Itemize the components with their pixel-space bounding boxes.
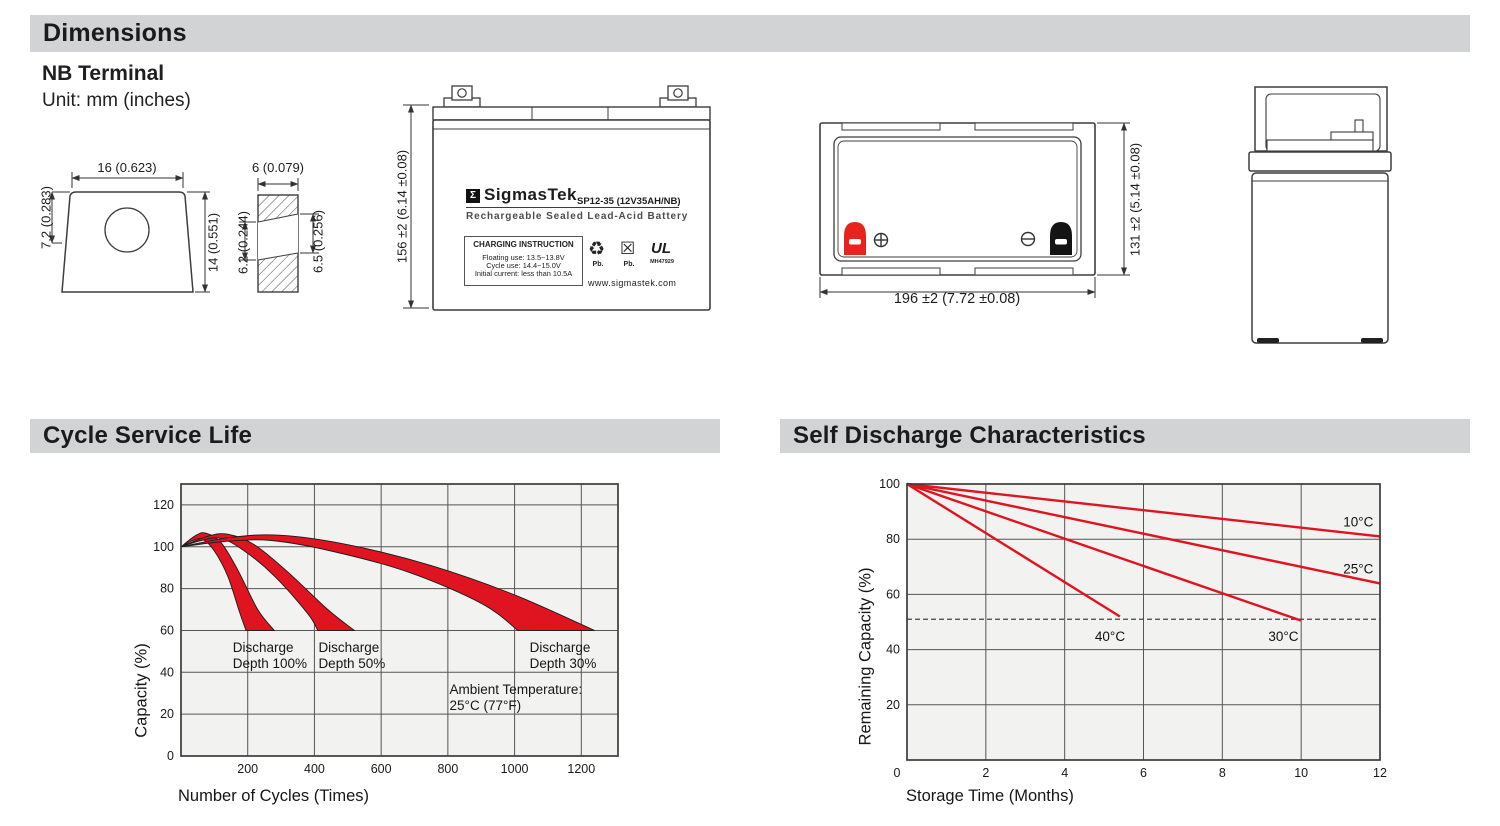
svg-text:40: 40 (886, 643, 900, 657)
svg-text:20: 20 (886, 698, 900, 712)
svg-text:8: 8 (1219, 766, 1226, 780)
svg-text:100: 100 (153, 540, 174, 554)
svg-text:0: 0 (894, 766, 901, 780)
svg-text:30°C: 30°C (1268, 629, 1298, 644)
cycle-ylabel: Capacity (%) (132, 643, 151, 738)
recycle-pb-icon: ♻ (588, 239, 606, 260)
section-header-self-discharge: Self Discharge Characteristics (780, 419, 1470, 453)
nb-terminal-heading: NB Terminal (42, 62, 165, 85)
svg-text:600: 600 (371, 762, 392, 776)
svg-text:Discharge: Discharge (530, 640, 591, 655)
charging-line-3: Initial current: less than 10.5A (474, 268, 573, 278)
model-number: SP12-35 (12V35AH/NB) (577, 196, 681, 207)
positive-mark-icon (873, 232, 889, 248)
svg-text:12: 12 (1373, 766, 1387, 780)
section-header-dimensions: Dimensions (30, 15, 1470, 52)
svg-text:60: 60 (886, 587, 900, 601)
section-header-cycle-life: Cycle Service Life (30, 419, 720, 453)
svg-text:0: 0 (167, 749, 174, 763)
svg-text:40: 40 (160, 665, 174, 679)
negative-terminal (1050, 222, 1072, 255)
svg-text:Depth 50%: Depth 50% (318, 656, 385, 671)
self-discharge-title: Self Discharge Characteristics (793, 422, 1146, 449)
svg-text:10: 10 (1294, 766, 1308, 780)
terminal-side-inner-dim: 6.2 (0.244) (235, 211, 251, 274)
svg-text:Discharge: Discharge (318, 640, 379, 655)
terminal-hole (104, 207, 150, 253)
pb-bin-label: Pb. (623, 261, 635, 268)
brand-name: SigmasTek (484, 185, 578, 204)
svg-text:Depth 100%: Depth 100% (233, 656, 307, 671)
svg-text:100: 100 (879, 477, 900, 491)
crossed-bin-pb-icon: ☒ (620, 239, 636, 258)
svg-text:1000: 1000 (501, 762, 529, 776)
charging-line-2: Cycle use: 14.4~15.0V (486, 260, 561, 270)
battery-depth-dim: 131 ±2 (5.14 ±0.08) (1127, 142, 1143, 257)
dimensions-title: Dimensions (43, 19, 187, 47)
svg-text:Discharge: Discharge (233, 640, 294, 655)
charging-title: CHARGING INSTRUCTION (473, 240, 574, 249)
terminal-side-drawing (239, 178, 319, 293)
positive-terminal (844, 222, 866, 255)
svg-text:25°C: 25°C (1343, 562, 1373, 577)
sigma-logo: Σ (466, 189, 480, 203)
cycle-xlabel: Number of Cycles (Times) (178, 787, 369, 805)
svg-text:1200: 1200 (567, 762, 595, 776)
self-discharge-chart: 10°C 25°C 30°C 40°C 20 40 60 80 100 0 2 4 6 8 10 12 (879, 477, 1387, 780)
svg-text:120: 120 (153, 498, 174, 512)
svg-text:400: 400 (304, 762, 325, 776)
svg-text:2: 2 (982, 766, 989, 780)
terminal-height-dim: 14 (0.551) (205, 212, 221, 273)
unit-note: Unit: mm (inches) (42, 90, 191, 111)
negative-mark-icon (1020, 231, 1036, 247)
svg-text:40°C: 40°C (1095, 629, 1125, 644)
svg-text:800: 800 (437, 762, 458, 776)
svg-text:80: 80 (886, 532, 900, 546)
self-ylabel: Remaining Capacity (%) (856, 567, 875, 746)
terminal-width-dim: 16 (0.623) (97, 160, 157, 175)
terminal-side-width-dim: 6 (0.079) (251, 160, 305, 175)
ul-file-number: MH47929 (650, 259, 674, 265)
battery-height-dim: 156 ±2 (6.14 ±0.08) (394, 149, 410, 264)
front-left-terminal (443, 85, 481, 108)
self-xlabel: Storage Time (Months) (906, 787, 1074, 805)
svg-text:60: 60 (160, 623, 174, 637)
battery-top-drawing (819, 122, 1130, 298)
svg-text:20: 20 (160, 707, 174, 721)
svg-text:200: 200 (237, 762, 258, 776)
battery-type-text: Rechargeable Sealed Lead-Acid Battery (466, 211, 689, 222)
pb-recycle-label: Pb. (592, 261, 604, 268)
terminal-side-outer-dim: 6.5 (0.256) (310, 210, 326, 273)
svg-text:Depth 30%: Depth 30% (530, 656, 597, 671)
ul-certification-icon: UL (651, 240, 671, 257)
charging-line-1: Floating use: 13.5~13.8V (482, 253, 565, 262)
label-divider (466, 207, 679, 208)
terminal-hole-dim: 7.2 (0.283) (38, 186, 54, 249)
charging-instruction-box: CHARGING INSTRUCTION Floating use: 13.5~… (464, 236, 583, 286)
cycle-life-title: Cycle Service Life (43, 422, 253, 449)
battery-front-drawing (403, 85, 711, 311)
battery-side-drawing (1248, 86, 1392, 344)
svg-text:4: 4 (1061, 766, 1068, 780)
svg-text:Ambient Temperature:: Ambient Temperature: (450, 682, 583, 697)
cycle-life-chart: 0 20 40 60 80 100 120 200 400 600 800 1000 1200 Disch… (153, 483, 619, 776)
svg-text:25°C (77°F): 25°C (77°F) (450, 698, 522, 713)
svg-text:10°C: 10°C (1343, 515, 1373, 530)
website-url: www.sigmastek.com (588, 278, 677, 288)
terminal-front-drawing (49, 172, 210, 293)
front-right-terminal (659, 85, 697, 108)
svg-text:6: 6 (1140, 766, 1147, 780)
svg-text:80: 80 (160, 582, 174, 596)
battery-width-dim: 196 ±2 (7.72 ±0.08) (893, 291, 1021, 307)
